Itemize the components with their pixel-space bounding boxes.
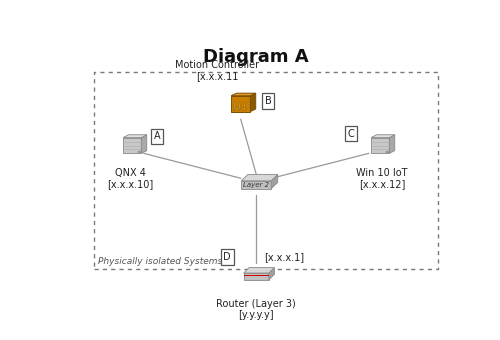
- Polygon shape: [244, 268, 274, 273]
- Polygon shape: [242, 174, 278, 181]
- Polygon shape: [235, 108, 239, 110]
- Polygon shape: [271, 174, 278, 189]
- Polygon shape: [244, 273, 269, 280]
- Text: Motion Controller
[x.x.x.11: Motion Controller [x.x.x.11: [176, 60, 260, 81]
- Text: C: C: [348, 129, 354, 139]
- Text: A: A: [154, 131, 161, 141]
- Polygon shape: [231, 93, 256, 96]
- Text: Win 10 IoT
[x.x.x.12]: Win 10 IoT [x.x.x.12]: [356, 168, 408, 189]
- Text: [x.x.x.1]: [x.x.x.1]: [264, 252, 304, 262]
- Polygon shape: [242, 108, 246, 110]
- Polygon shape: [123, 135, 146, 138]
- Polygon shape: [250, 93, 256, 112]
- Polygon shape: [234, 102, 235, 110]
- Polygon shape: [239, 102, 240, 110]
- Polygon shape: [242, 181, 271, 189]
- Polygon shape: [244, 102, 245, 110]
- Polygon shape: [123, 138, 142, 153]
- Text: Router (Layer 3)
[y.y.y.y]: Router (Layer 3) [y.y.y.y]: [216, 299, 296, 320]
- Text: Layer 2: Layer 2: [243, 182, 270, 188]
- Text: QNX 4
[x.x.x.10]: QNX 4 [x.x.x.10]: [107, 168, 154, 189]
- Polygon shape: [142, 135, 146, 153]
- Polygon shape: [371, 135, 394, 138]
- Polygon shape: [244, 275, 269, 276]
- Polygon shape: [371, 138, 390, 153]
- Text: D: D: [224, 252, 231, 262]
- Polygon shape: [269, 268, 274, 280]
- Polygon shape: [390, 135, 394, 153]
- Text: Diagram A: Diagram A: [204, 48, 309, 66]
- Text: B: B: [264, 96, 271, 106]
- Text: Physically isolated Systems: Physically isolated Systems: [98, 257, 222, 266]
- Polygon shape: [231, 96, 250, 112]
- Bar: [94, 72, 438, 269]
- Circle shape: [138, 151, 140, 153]
- Circle shape: [386, 151, 388, 153]
